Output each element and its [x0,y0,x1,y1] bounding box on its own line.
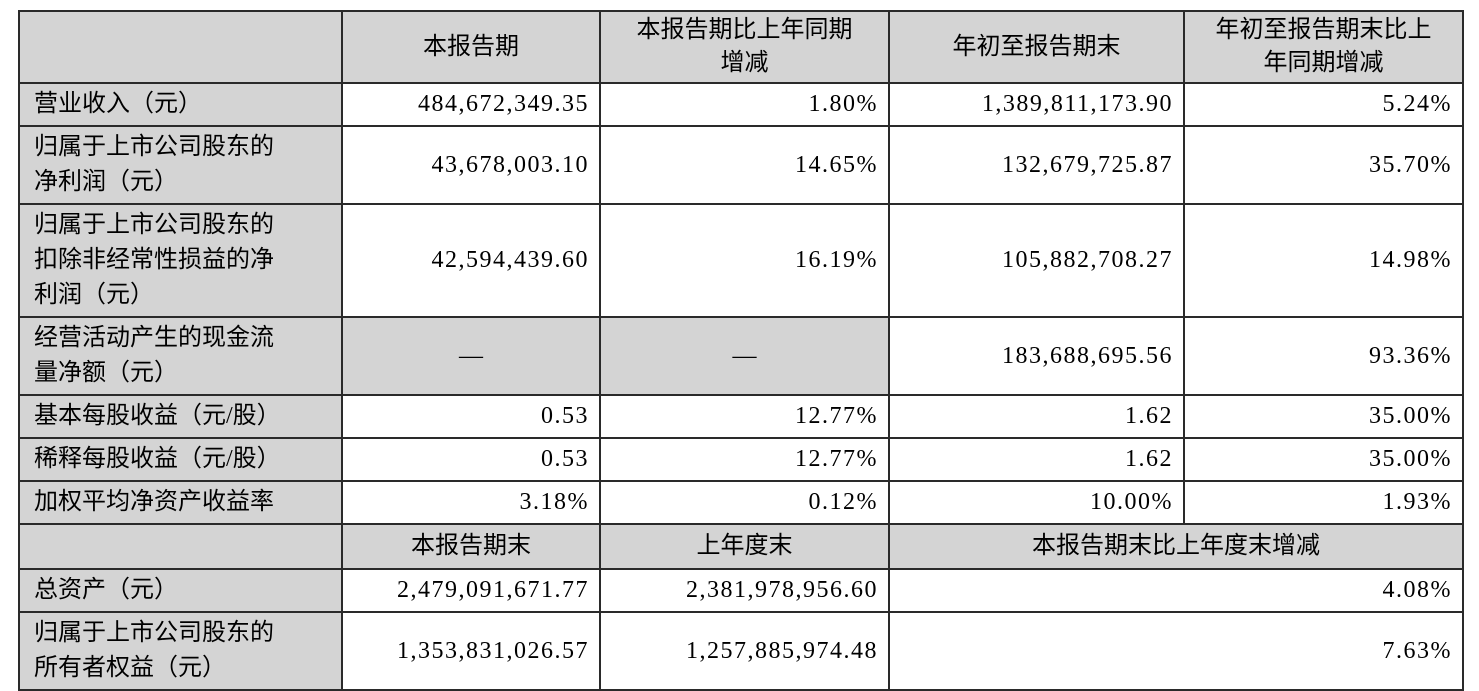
financial-summary-table: 本报告期 本报告期比上年同期 增减 年初至报告期末 年初至报告期末比上 年同期增… [18,10,1464,691]
cell-value: 14.65% [599,125,890,205]
header-cell-ytd: 年初至报告期末 [888,10,1185,84]
cell-value: 43,678,003.10 [341,125,601,205]
table-row-total-assets: 总资产（元） 2,479,091,671.77 2,381,978,956.60… [18,568,1464,613]
header-cell-current-period-yoy-change: 本报告期比上年同期 增减 [599,10,890,84]
cell-value: 5.24% [1183,82,1464,127]
cell-value: 0.12% [599,480,890,525]
cell-value: 2,479,091,671.77 [341,568,601,613]
row-label: 营业收入（元） [18,82,343,127]
sub-header-row: 本报告期末 上年度末 本报告期末比上年度末增减 [18,523,1464,570]
row-label: 归属于上市公司股东的 所有者权益（元） [18,611,343,691]
cell-value: 183,688,695.56 [888,316,1185,396]
cell-value-dash: — [599,316,890,396]
cell-value: 16.19% [599,203,890,318]
cell-value: 12.77% [599,394,890,439]
header-cell-ytd-yoy-change: 年初至报告期末比上 年同期增减 [1183,10,1464,84]
table-row-operating-cash-flow: 经营活动产生的现金流 量净额（元） — — 183,688,695.56 93.… [18,316,1464,396]
sub-header-cell-period-end: 本报告期末 [341,523,601,570]
cell-value: 1.93% [1183,480,1464,525]
row-label: 归属于上市公司股东的 净利润（元） [18,125,343,205]
cell-value: 4.08% [888,568,1464,613]
row-label: 稀释每股收益（元/股） [18,437,343,482]
sub-header-cell-change-vs-prior-year-end: 本报告期末比上年度末增减 [888,523,1464,570]
row-label: 基本每股收益（元/股） [18,394,343,439]
cell-value: 132,679,725.87 [888,125,1185,205]
header-cell-empty [18,10,343,84]
table-row-diluted-eps: 稀释每股收益（元/股） 0.53 12.77% 1.62 35.00% [18,437,1464,482]
cell-value: 2,381,978,956.60 [599,568,890,613]
cell-value: 42,594,439.60 [341,203,601,318]
cell-value: 1,389,811,173.90 [888,82,1185,127]
sub-header-cell-prior-year-end: 上年度末 [599,523,890,570]
row-label: 加权平均净资产收益率 [18,480,343,525]
cell-value: 484,672,349.35 [341,82,601,127]
cell-value: 1.62 [888,394,1185,439]
table-row-owners-equity: 归属于上市公司股东的 所有者权益（元） 1,353,831,026.57 1,2… [18,611,1464,691]
row-label: 经营活动产生的现金流 量净额（元） [18,316,343,396]
cell-value: 35.70% [1183,125,1464,205]
table-row-net-profit: 归属于上市公司股东的 净利润（元） 43,678,003.10 14.65% 1… [18,125,1464,205]
cell-value: 1.62 [888,437,1185,482]
cell-value: 93.36% [1183,316,1464,396]
cell-value: 35.00% [1183,394,1464,439]
table-row-weighted-avg-roe: 加权平均净资产收益率 3.18% 0.12% 10.00% 1.93% [18,480,1464,525]
row-label: 总资产（元） [18,568,343,613]
row-label: 归属于上市公司股东的 扣除非经常性损益的净 利润（元） [18,203,343,318]
table-row-operating-revenue: 营业收入（元） 484,672,349.35 1.80% 1,389,811,1… [18,82,1464,127]
cell-value: 7.63% [888,611,1464,691]
cell-value: 35.00% [1183,437,1464,482]
cell-value: 10.00% [888,480,1185,525]
header-cell-current-period: 本报告期 [341,10,601,84]
financial-summary: 本报告期 本报告期比上年同期 增减 年初至报告期末 年初至报告期末比上 年同期增… [18,10,1464,691]
cell-value: 0.53 [341,437,601,482]
cell-value: 1,353,831,026.57 [341,611,601,691]
cell-value-dash: — [341,316,601,396]
cell-value: 1,257,885,974.48 [599,611,890,691]
cell-value: 1.80% [599,82,890,127]
cell-value: 105,882,708.27 [888,203,1185,318]
cell-value: 0.53 [341,394,601,439]
table-row-basic-eps: 基本每股收益（元/股） 0.53 12.77% 1.62 35.00% [18,394,1464,439]
cell-value: 3.18% [341,480,601,525]
sub-header-cell-empty [18,523,343,570]
cell-value: 14.98% [1183,203,1464,318]
table-row-net-profit-excl-nonrecurring: 归属于上市公司股东的 扣除非经常性损益的净 利润（元） 42,594,439.6… [18,203,1464,318]
cell-value: 12.77% [599,437,890,482]
header-row: 本报告期 本报告期比上年同期 增减 年初至报告期末 年初至报告期末比上 年同期增… [18,10,1464,84]
